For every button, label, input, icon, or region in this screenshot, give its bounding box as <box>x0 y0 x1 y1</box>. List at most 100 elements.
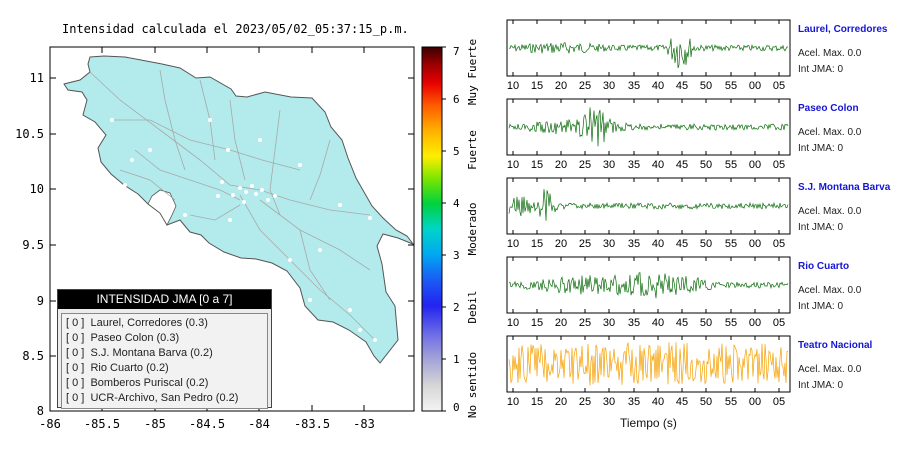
legend-item-label: Paseo Colon (0.3) <box>90 332 180 344</box>
time-tick-label: 20 <box>555 396 567 408</box>
colorbar-tick-label: 3 <box>453 249 460 262</box>
legend-item: [ 0 ] Paseo Colon (0.3) <box>66 331 263 346</box>
legend-item: [ 0 ] Bomberos Puriscal (0.2) <box>66 376 263 391</box>
legend-item-level: [ 0 ] <box>66 317 91 329</box>
station-name: Paseo Colon <box>798 103 859 114</box>
time-tick-label: 20 <box>555 80 567 92</box>
waveform-frame <box>506 177 791 235</box>
time-tick-label: 45 <box>676 317 688 329</box>
time-tick-label: 20 <box>555 317 567 329</box>
waveform-trace <box>508 189 789 221</box>
time-tick-label: 30 <box>603 80 615 92</box>
time-tick-label: 45 <box>676 80 688 92</box>
nicoya-gulf-water <box>147 189 177 226</box>
colorbar-category-label: Debil <box>466 290 479 323</box>
station-int-jma: Int JMA: 0 <box>798 380 844 391</box>
legend-item-level: [ 0 ] <box>66 332 91 344</box>
time-tick-label: 05 <box>773 159 785 171</box>
costa-rica-landmass <box>63 55 414 364</box>
station-int-jma: Int JMA: 0 <box>798 222 844 233</box>
station-int-jma: Int JMA: 0 <box>798 64 844 75</box>
station-name: Teatro Nacional <box>798 340 873 351</box>
time-tick-label: 55 <box>725 396 737 408</box>
station-name: Rio Cuarto <box>798 261 850 272</box>
map-x-tick-label: -85 <box>144 417 166 431</box>
map-x-tick-label: -84.5 <box>189 417 225 431</box>
intensity-legend: INTENSIDAD JMA [0 a 7] [ 0 ] Laurel, Cor… <box>57 289 272 409</box>
time-tick-label: 25 <box>579 80 591 92</box>
time-tick-label: 35 <box>628 80 640 92</box>
time-tick-label: 25 <box>579 159 591 171</box>
time-tick-label: 55 <box>725 159 737 171</box>
legend-list: [ 0 ] Laurel, Corredores (0.3)[ 0 ] Pase… <box>61 313 268 409</box>
time-tick-label: 35 <box>628 238 640 250</box>
time-tick-label: 40 <box>652 317 664 329</box>
colorbar-axis: 0 1 2 3 4 5 6 7 <box>442 45 460 414</box>
colorbar-category-label: Muy Fuerte <box>466 39 479 105</box>
time-tick-label: 05 <box>773 238 785 250</box>
time-tick-label: 10 <box>507 238 519 250</box>
time-tick-label: 05 <box>773 317 785 329</box>
waveform-trace <box>508 342 789 386</box>
legend-item-label: Rio Cuarto (0.2) <box>90 362 169 374</box>
time-tick-label: 50 <box>700 317 712 329</box>
legend-item-label: S.J. Montana Barva (0.2) <box>90 347 213 359</box>
waveform-panel: 10 15 20 25 30 35 40 45 50 55 00 05 <box>506 19 791 92</box>
colorbar-tick-label: 5 <box>453 145 460 158</box>
time-tick-label: 40 <box>652 238 664 250</box>
time-tick-label: 05 <box>773 80 785 92</box>
time-tick-label: 10 <box>507 159 519 171</box>
time-tick-label: 45 <box>676 396 688 408</box>
legend-item: [ 0 ] S.J. Montana Barva (0.2) <box>66 346 263 361</box>
station-dots <box>110 118 377 342</box>
time-tick-label: 40 <box>652 159 664 171</box>
station-acel-max: Acel. Max. 0.0 <box>798 48 862 59</box>
time-tick-label: 50 <box>700 80 712 92</box>
map-y-tick-label: 8 <box>37 404 44 418</box>
intensity-colorbar <box>421 46 443 412</box>
waveform-trace <box>508 107 789 147</box>
legend-item-level: [ 0 ] <box>66 392 91 404</box>
time-tick-label: 25 <box>579 396 591 408</box>
waveform-trace <box>508 38 788 69</box>
time-axis-title: Tiempo (s) <box>620 416 677 430</box>
map-y-tick-label: 9 <box>37 294 44 308</box>
colorbar-category-label: Moderado <box>466 203 479 256</box>
colorbar-category-label: Fuerte <box>466 130 479 170</box>
time-tick-label: 25 <box>579 317 591 329</box>
map-axes: -86 -85.5 -85 -84.5 -84 -83.5 -83 11 10.5 10 9.5 9 8… <box>15 47 414 431</box>
legend-item-level: [ 0 ] <box>66 377 91 389</box>
time-tick-label: 15 <box>531 159 543 171</box>
time-tick-label: 05 <box>773 396 785 408</box>
legend-item-label: UCR-Archivo, San Pedro (0.2) <box>90 392 239 404</box>
colorbar-tick-label: 4 <box>453 197 460 210</box>
time-tick-label: 35 <box>628 317 640 329</box>
map-x-tick-label: -83 <box>353 417 375 431</box>
time-tick-label: 50 <box>700 238 712 250</box>
colorbar-category-label: No sentido <box>466 352 479 418</box>
colorbar-tick-label: 1 <box>453 353 460 366</box>
map-y-tick-label: 11 <box>30 71 44 85</box>
waveform-panel: 10 15 20 25 30 35 40 45 50 55 00 05 <box>506 256 791 329</box>
time-tick-label: 15 <box>531 317 543 329</box>
time-tick-label: 00 <box>749 80 761 92</box>
map-y-tick-label: 8.5 <box>22 349 44 363</box>
colorbar-tick-label: 7 <box>453 45 460 58</box>
map-x-tick-label: -86 <box>39 417 61 431</box>
time-tick-label: 10 <box>507 317 519 329</box>
waveform-panel: 10 15 20 25 30 35 40 45 50 55 00 05 <box>506 335 791 408</box>
legend-item-level: [ 0 ] <box>66 362 91 374</box>
map-y-tick-label: 10.5 <box>15 127 44 141</box>
time-tick-label: 10 <box>507 396 519 408</box>
station-name: Laurel, Corredores <box>798 24 888 35</box>
colorbar-tick-label: 2 <box>453 301 460 314</box>
legend-item-level: [ 0 ] <box>66 347 91 359</box>
legend-item: [ 0 ] Laurel, Corredores (0.3) <box>66 316 263 331</box>
time-tick-label: 15 <box>531 80 543 92</box>
map-x-tick-label: -84 <box>248 417 270 431</box>
station-int-jma: Int JMA: 0 <box>798 301 844 312</box>
colorbar-tick-label: 0 <box>453 401 460 414</box>
time-tick-label: 40 <box>652 396 664 408</box>
map-x-tick-label: -83.5 <box>294 417 330 431</box>
